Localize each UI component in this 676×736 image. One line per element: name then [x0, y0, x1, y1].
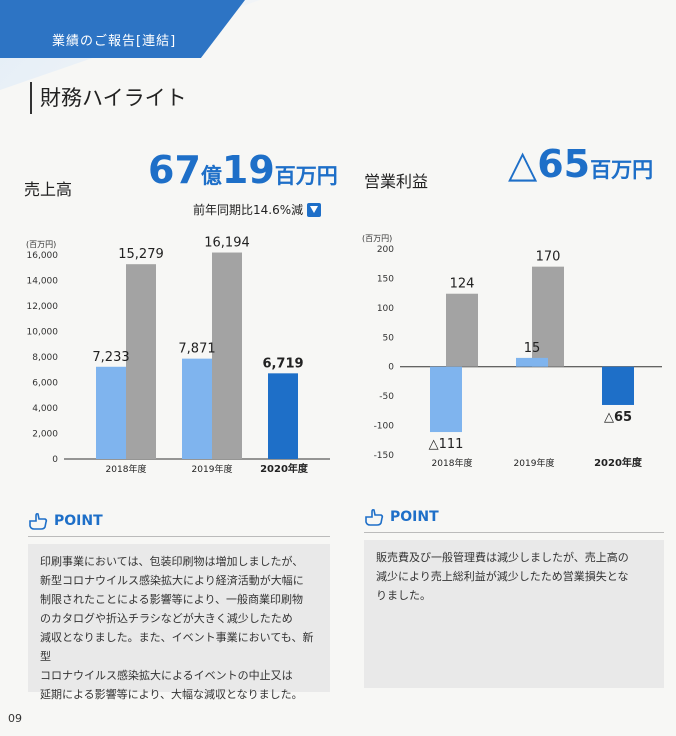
y-tick-label: 0: [52, 455, 58, 465]
point-box-profit: 販売費及び一般管理費は減少しましたが、売上高の 減少により売上総利益が減少したた…: [364, 540, 664, 688]
sales-yoy-text: 前年同期比14.6%減: [193, 203, 304, 217]
y-tick-label: 6,000: [32, 379, 58, 389]
header-banner: [0, 0, 245, 58]
arrow-down-icon: [307, 202, 322, 217]
sales-headline-billions: 67: [148, 148, 201, 192]
y-tick-label: -150: [374, 451, 395, 461]
sales-label: 売上高: [24, 180, 73, 199]
operating-profit-chart: (百万円) -150 -100 -50 0 50 100 150 200 124 △111 2018年…: [362, 234, 662, 469]
pointing-hand-icon: [365, 508, 384, 526]
point-line: 新型コロナウイルス感染拡大により経済活動が大幅に: [40, 574, 304, 587]
point-line: 販売費及び一般管理費は減少しましたが、売上高の: [376, 551, 629, 564]
point-line: のカタログや折込チラシなどが大きく減少したため: [40, 612, 293, 625]
point-line: りました。: [376, 589, 431, 602]
sales-yoy: 前年同期比14.6%減: [193, 201, 322, 218]
bar-label: 15,279: [118, 247, 164, 262]
point-heading-text: POINT: [54, 513, 103, 529]
point-heading-profit: POINT: [364, 508, 439, 526]
bar-label: 6,719: [262, 356, 303, 371]
bar-label: △111: [429, 437, 464, 452]
bar-value: [516, 357, 548, 367]
point-line: コロナウイルス感染拡大によるイベントの中止又は: [40, 669, 293, 682]
point-box-sales: 印刷事業においては、包装印刷物は増加しましたが、 新型コロナウイルス感染拡大によ…: [28, 544, 330, 701]
y-tick-label: 8,000: [32, 353, 58, 363]
sales-headline-oku: 億: [200, 164, 222, 188]
sales-headline-millions: 19: [221, 148, 275, 192]
bar-value: [602, 366, 634, 405]
banner-title: 業績のご報告[連結]: [52, 34, 177, 49]
y-tick-label: 100: [377, 304, 394, 314]
y-tick-label: 200: [377, 245, 394, 255]
bar-prior-total: [446, 293, 478, 367]
profit-headline-value: △65: [508, 142, 591, 186]
bar-prior-total: [212, 252, 242, 459]
y-tick-label: 4,000: [32, 404, 58, 414]
bar-label: 7,871: [178, 342, 215, 357]
y-tick-label: 150: [377, 274, 394, 284]
y-tick-label: 0: [388, 363, 394, 373]
x-category-label: 2018年度: [106, 463, 147, 475]
profit-headline: △65百万円: [508, 142, 653, 186]
unit-label: (百万円): [26, 240, 56, 249]
profit-headline-unit: 百万円: [590, 158, 654, 182]
x-category-label: 2020年度: [594, 456, 643, 469]
y-tick-label: 14,000: [27, 277, 59, 287]
bar-prior-total: [126, 264, 156, 459]
y-tick-label: -50: [379, 392, 394, 402]
x-category-label: 2019年度: [192, 463, 233, 475]
bar-value: [96, 366, 126, 459]
bar-value: [268, 373, 298, 459]
point-line: 印刷事業においては、包装印刷物は増加しましたが、: [40, 555, 304, 568]
page-number: 09: [8, 712, 22, 725]
bar-label: 15: [524, 341, 541, 356]
point-line: 減少により売上総利益が減少したため営業損失とな: [376, 570, 629, 583]
bar-label: 16,194: [204, 236, 250, 251]
point-divider: [28, 536, 330, 537]
bar-label: △65: [604, 410, 632, 425]
y-tick-label: 2,000: [32, 430, 58, 440]
x-category-label: 2018年度: [432, 457, 473, 469]
pointing-hand-icon: [29, 512, 48, 530]
point-line: 制限されたことによる影響等により、一般商業印刷物: [40, 593, 304, 606]
sales-chart: (百万円) 0 2,000 4,000 6,000 8,000 10,000 12,000 14…: [26, 236, 330, 475]
bar-prior-total: [532, 266, 564, 367]
bar-value: [182, 358, 212, 459]
bar-label: 124: [450, 277, 475, 292]
sales-headline-unit: 百万円: [274, 164, 338, 188]
point-line: 減収となりました。また、イベント事業においても、新型: [40, 631, 314, 663]
unit-label: (百万円): [362, 234, 392, 243]
sales-headline: 67億19百万円: [148, 148, 338, 192]
y-tick-label: -100: [374, 422, 395, 432]
x-category-label: 2020年度: [260, 462, 309, 475]
y-tick-label: 16,000: [27, 251, 59, 261]
bar-value: [430, 366, 462, 433]
bar-label: 170: [536, 250, 561, 265]
x-category-label: 2019年度: [514, 457, 555, 469]
point-heading-text: POINT: [390, 509, 439, 525]
point-line: 延期による影響等により、大幅な減収となりました。: [40, 688, 303, 701]
section-title: 財務ハイライト: [30, 82, 187, 114]
profit-label: 営業利益: [364, 172, 429, 191]
y-tick-label: 50: [383, 333, 395, 343]
y-tick-label: 12,000: [27, 302, 59, 312]
y-tick-label: 10,000: [27, 328, 59, 338]
bar-label: 7,233: [92, 350, 129, 365]
point-divider: [364, 532, 664, 533]
point-heading-sales: POINT: [28, 512, 103, 530]
